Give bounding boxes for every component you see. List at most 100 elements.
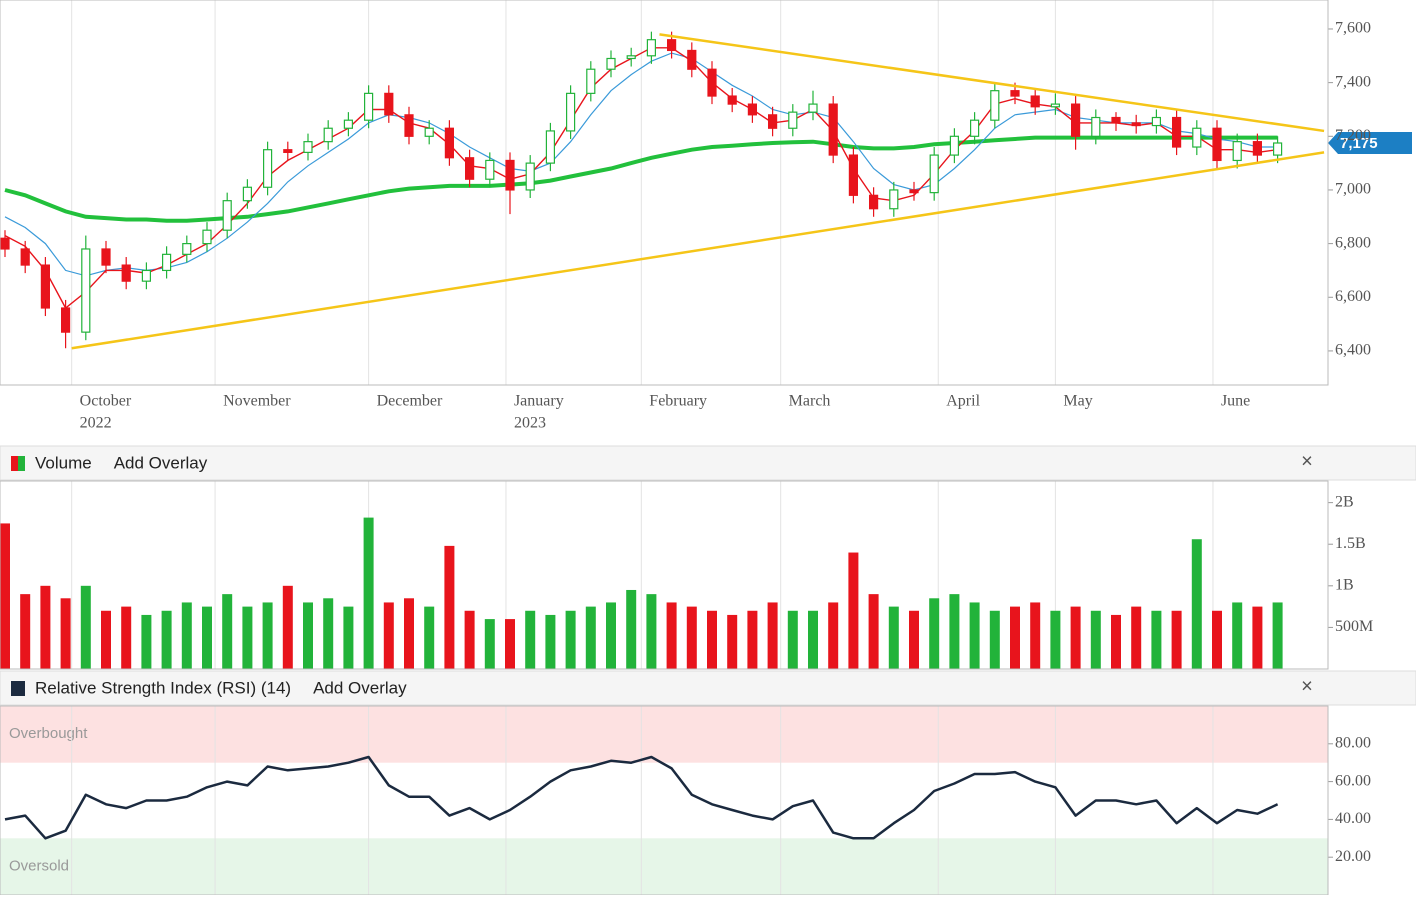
volume-bar xyxy=(828,602,839,669)
candle-body xyxy=(586,68,596,94)
y-tick-label: 7,600 xyxy=(1335,20,1371,37)
add-overlay-button[interactable]: Add Overlay xyxy=(313,678,407,697)
close-button[interactable]: × xyxy=(1301,450,1313,472)
y-tick-label: 7,200 xyxy=(1335,127,1371,144)
candle-body xyxy=(303,141,313,153)
y-tick-label: 7,000 xyxy=(1335,181,1371,198)
candle-body xyxy=(222,200,232,231)
candle-body xyxy=(1070,103,1081,137)
candle-body xyxy=(707,68,717,97)
volume-bar xyxy=(707,610,717,669)
candle-body xyxy=(485,159,495,180)
candle-body xyxy=(889,189,899,210)
close-button[interactable]: × xyxy=(1301,675,1313,697)
candle-body xyxy=(162,253,172,272)
y-tick-label: 6,800 xyxy=(1335,234,1371,251)
volume-bar xyxy=(626,589,637,669)
candle-body xyxy=(606,57,616,70)
candle-body xyxy=(141,269,151,282)
volume-bar xyxy=(969,602,980,669)
candle-body xyxy=(60,307,71,333)
plot-frame xyxy=(0,480,1329,670)
volume-bar xyxy=(747,610,758,669)
candle-body xyxy=(525,162,535,191)
y-tick-label: 6,400 xyxy=(1335,342,1371,359)
candle-body xyxy=(202,229,212,245)
candle-body xyxy=(1091,116,1101,137)
volume-bar xyxy=(0,523,10,669)
moving-average xyxy=(4,135,1278,223)
band-label: Overbought xyxy=(9,725,88,742)
candle-body xyxy=(1030,95,1040,108)
candle-body xyxy=(1232,141,1242,162)
candle-body xyxy=(727,95,737,105)
candle-body xyxy=(101,248,111,266)
y-tick-label: 7,400 xyxy=(1335,73,1371,90)
y-tick-label: 40.00 xyxy=(1335,810,1371,827)
candle-body xyxy=(747,103,758,116)
volume-bar xyxy=(60,598,71,669)
volume-bar xyxy=(909,610,919,669)
volume-bar xyxy=(20,594,31,669)
candle-body xyxy=(242,186,252,202)
volume-bar xyxy=(929,598,940,669)
volume-bar xyxy=(1191,539,1202,669)
volume-bar xyxy=(565,610,576,669)
candle-body xyxy=(40,264,51,309)
candle-body xyxy=(1171,116,1182,148)
volume-bar xyxy=(464,610,475,669)
volume-bar xyxy=(545,614,556,669)
volume-bar xyxy=(404,598,414,669)
y-tick-label: 6,600 xyxy=(1335,288,1371,305)
candle-body xyxy=(1111,116,1121,124)
volume-bar xyxy=(1131,606,1142,669)
candle-body xyxy=(969,119,980,137)
y-tick-label: 60.00 xyxy=(1335,772,1371,789)
y-tick-label: 80.00 xyxy=(1335,734,1371,751)
plot-frame xyxy=(0,0,1329,386)
x-tick-label: January xyxy=(514,393,564,410)
volume-bar xyxy=(323,598,334,669)
candle-body xyxy=(565,92,576,132)
legend-icon xyxy=(11,681,25,696)
volume-bar xyxy=(606,602,616,669)
volume-bar xyxy=(222,594,233,669)
moving-average xyxy=(4,52,1278,277)
x-tick-label: May xyxy=(1063,393,1092,410)
candle-body xyxy=(808,103,818,113)
band-label: Oversold xyxy=(9,857,69,874)
volume-bar xyxy=(1212,610,1222,669)
panel-header xyxy=(0,670,1416,706)
volume-bar xyxy=(989,610,1000,669)
volume-bar xyxy=(343,606,354,669)
candle-body xyxy=(121,264,131,282)
volume-bar xyxy=(80,585,91,669)
year-label: 2022 xyxy=(80,415,112,432)
volume-bar xyxy=(787,610,798,669)
candle-body xyxy=(283,149,293,153)
x-tick-label: October xyxy=(80,393,132,410)
volume-bar xyxy=(505,619,515,669)
candle-body xyxy=(364,92,374,121)
volume-bar xyxy=(868,594,879,669)
last-price-tag xyxy=(1328,132,1412,154)
candle-body xyxy=(909,189,919,194)
x-tick-label: December xyxy=(377,393,443,410)
candle-body xyxy=(626,55,636,60)
candle-body xyxy=(0,237,10,250)
volume-bar xyxy=(585,606,596,669)
volume-bar xyxy=(202,606,212,669)
year-label: 2023 xyxy=(514,415,546,432)
y-tick-label: 2B xyxy=(1335,493,1354,510)
candle-body xyxy=(868,194,879,210)
candle-body xyxy=(545,130,556,164)
volume-bar xyxy=(262,602,273,669)
volume-bar xyxy=(181,602,192,669)
panel-title: Volume xyxy=(35,453,92,472)
panel-header xyxy=(0,445,1416,481)
add-overlay-button[interactable]: Add Overlay xyxy=(114,453,208,472)
volume-bar xyxy=(141,614,152,669)
candle-body xyxy=(1212,127,1222,162)
volume-bar xyxy=(40,585,51,669)
candle-body xyxy=(343,119,353,129)
